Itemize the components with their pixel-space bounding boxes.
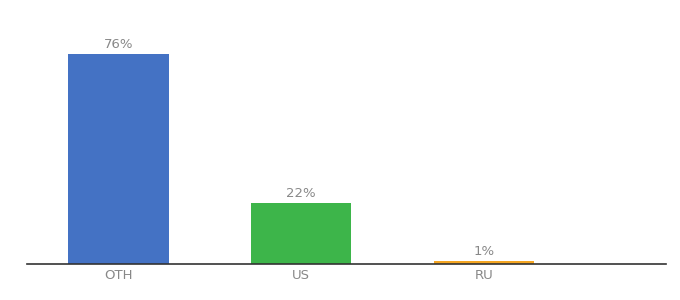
Bar <box>251 203 352 264</box>
Bar <box>68 54 169 264</box>
Text: 76%: 76% <box>104 38 133 51</box>
Bar <box>434 261 534 264</box>
Text: 22%: 22% <box>286 188 316 200</box>
Text: 1%: 1% <box>473 245 494 259</box>
